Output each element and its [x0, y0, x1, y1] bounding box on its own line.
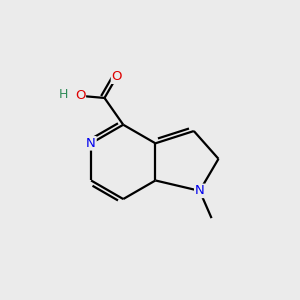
Text: H: H: [59, 88, 68, 101]
Text: O: O: [75, 89, 85, 102]
Text: N: N: [195, 184, 205, 197]
Text: O: O: [112, 70, 122, 83]
Text: N: N: [86, 137, 96, 150]
